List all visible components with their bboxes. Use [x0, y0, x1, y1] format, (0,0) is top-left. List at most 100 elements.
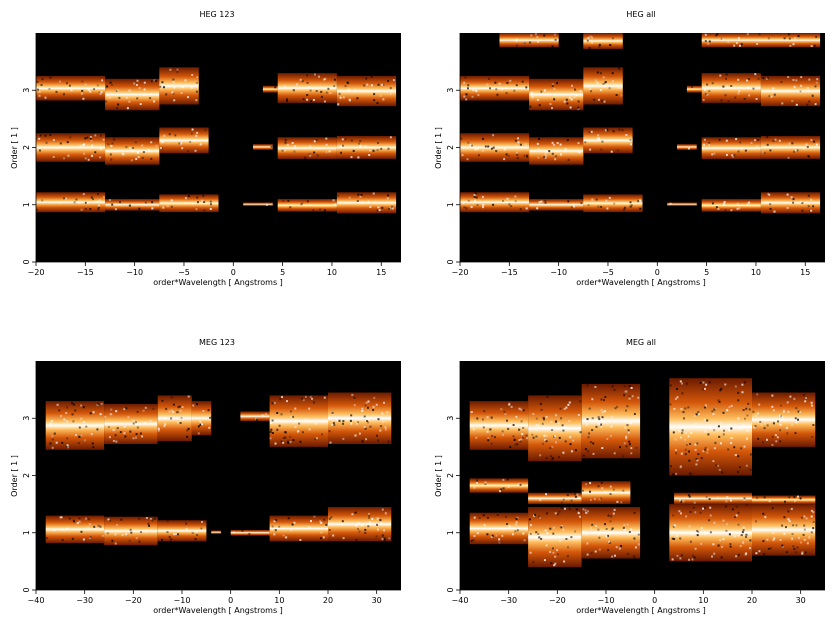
texture-speckle — [734, 96, 737, 99]
y-tick-label: 1 — [22, 530, 31, 535]
texture-speckle — [730, 499, 732, 502]
y-tick-label: 3 — [22, 416, 31, 421]
texture-speckle — [678, 430, 681, 433]
texture-speckle — [604, 81, 607, 83]
texture-speckle — [358, 432, 361, 435]
texture-speckle — [725, 73, 728, 76]
texture-speckle — [88, 523, 91, 526]
texture-speckle — [679, 537, 682, 540]
texture-speckle — [101, 534, 104, 537]
texture-speckle — [553, 87, 556, 90]
texture-speckle — [97, 206, 100, 209]
texture-speckle — [364, 528, 367, 531]
texture-speckle — [692, 554, 694, 557]
texture-speckle — [701, 388, 704, 391]
texture-speckle — [384, 428, 387, 431]
texture-speckle — [778, 414, 781, 417]
texture-speckle — [80, 208, 83, 211]
texture-speckle — [546, 150, 549, 153]
texture-speckle — [763, 427, 766, 430]
texture-speckle — [598, 98, 600, 101]
order-band-segment — [674, 492, 752, 505]
texture-speckle — [496, 514, 499, 516]
texture-speckle — [282, 534, 285, 537]
texture-speckle — [681, 392, 684, 395]
texture-speckle — [713, 429, 716, 432]
texture-speckle — [349, 419, 352, 422]
texture-speckle — [673, 524, 676, 527]
texture-speckle — [199, 420, 202, 423]
texture-speckle — [368, 154, 371, 156]
texture-speckle — [40, 84, 43, 86]
texture-speckle — [509, 446, 512, 449]
texture-speckle — [301, 80, 304, 83]
texture-speckle — [694, 511, 697, 514]
texture-speckle — [200, 143, 203, 145]
texture-speckle — [601, 487, 604, 490]
texture-speckle — [729, 545, 732, 548]
texture-speckle — [745, 504, 748, 507]
texture-speckle — [375, 148, 378, 151]
texture-speckle — [803, 515, 806, 518]
texture-speckle — [545, 493, 548, 496]
texture-speckle — [737, 391, 740, 394]
texture-speckle — [354, 511, 357, 514]
texture-speckle — [706, 451, 709, 454]
texture-speckle — [99, 156, 102, 159]
texture-speckle — [108, 436, 111, 439]
texture-speckle — [361, 440, 364, 443]
texture-speckle — [763, 422, 766, 425]
order-band-segment — [469, 401, 529, 450]
texture-speckle — [711, 82, 714, 85]
order-band-segment — [752, 495, 816, 505]
texture-speckle — [327, 87, 330, 90]
texture-speckle — [741, 383, 744, 386]
texture-speckle — [325, 523, 328, 526]
texture-speckle — [719, 442, 722, 445]
texture-speckle — [507, 154, 510, 157]
texture-speckle — [718, 468, 721, 471]
texture-speckle — [48, 87, 51, 90]
texture-speckle — [585, 511, 588, 514]
texture-speckle — [173, 99, 176, 102]
texture-speckle — [501, 88, 504, 91]
texture-speckle — [366, 83, 369, 86]
texture-speckle — [490, 416, 493, 419]
texture-speckle — [542, 416, 545, 419]
texture-speckle — [639, 207, 642, 210]
texture-speckle — [202, 410, 205, 412]
texture-speckle — [92, 411, 95, 414]
texture-speckle — [172, 78, 175, 81]
texture-speckle — [316, 154, 319, 157]
texture-speckle — [87, 527, 90, 529]
texture-speckle — [586, 542, 589, 545]
texture-speckle — [579, 515, 582, 518]
texture-speckle — [786, 193, 789, 196]
texture-speckle — [476, 417, 479, 420]
texture-speckle — [310, 520, 312, 523]
texture-speckle — [191, 202, 194, 205]
texture-speckle — [96, 200, 99, 203]
texture-speckle — [496, 93, 499, 96]
texture-speckle — [528, 518, 531, 521]
texture-speckle — [711, 410, 714, 413]
texture-speckle — [591, 198, 594, 201]
texture-speckle — [79, 144, 82, 147]
texture-speckle — [810, 404, 813, 407]
texture-speckle — [386, 197, 389, 200]
texture-speckle — [579, 90, 582, 93]
order-band-segment — [243, 202, 273, 206]
texture-speckle — [550, 420, 553, 423]
texture-speckle — [108, 426, 110, 429]
texture-speckle — [82, 421, 85, 423]
texture-speckle — [472, 539, 475, 542]
texture-speckle — [629, 421, 632, 424]
texture-speckle — [555, 441, 557, 444]
texture-speckle — [755, 98, 758, 100]
texture-speckle — [556, 142, 559, 145]
texture-speckle — [499, 541, 502, 544]
texture-speckle — [684, 438, 687, 441]
texture-speckle — [78, 520, 81, 523]
texture-speckle — [603, 421, 606, 424]
texture-speckle — [526, 155, 529, 158]
